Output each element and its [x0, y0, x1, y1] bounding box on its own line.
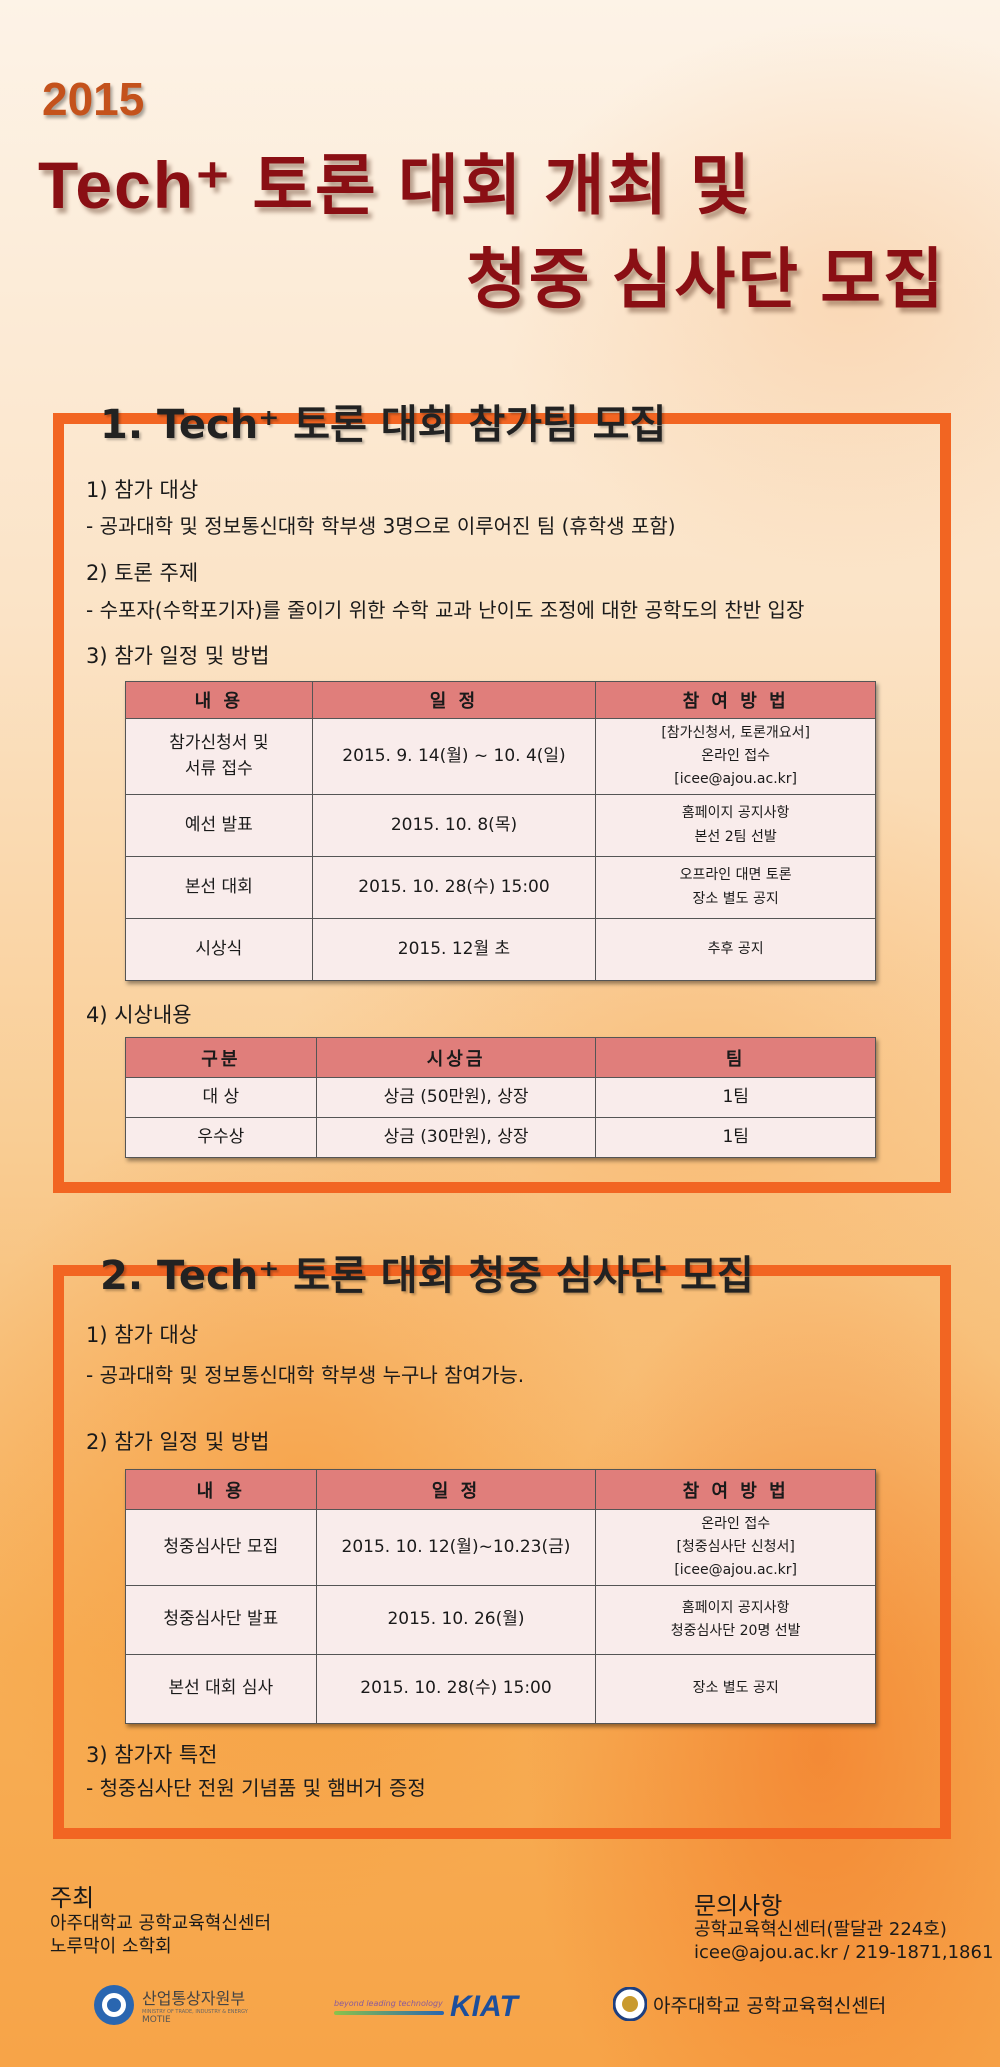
s1-schedule-label: 3) 참가 일정 및 방법 — [86, 644, 270, 668]
table-cell: 온라인 접수 [청중심사단 신청서] [icee@ajou.ac.kr] — [595, 1509, 876, 1586]
s1-target-label: 1) 참가 대상 — [86, 478, 199, 502]
s2-target-text: - 공과대학 및 정보통신대학 학부생 누구나 참여가능. — [86, 1363, 525, 1387]
ajou-seal-icon — [613, 1987, 647, 2021]
contact-line: 공학교육혁신센터(팔달관 224호) — [694, 1919, 947, 1940]
table-cell: 참가신청서 및 서류 접수 — [125, 718, 313, 795]
s2-schedule-label: 2) 참가 일정 및 방법 — [86, 1430, 270, 1454]
table-cell: 대 상 — [125, 1077, 317, 1118]
table-cell: 2015. 9. 14(월) ~ 10. 4(일) — [311, 718, 597, 795]
table-cell: 2015. 10. 8(목) — [311, 794, 597, 857]
section-2-heading: 2. Tech⁺ 토론 대회 청중 심사단 모집 — [88, 1243, 766, 1301]
table-cell: 2015. 10. 26(월) — [315, 1585, 597, 1655]
table-row: 우수상 상금 (30만원), 상장 1팀 — [125, 1117, 876, 1158]
table-cell: 2015. 10. 12(월)~10.23(금) — [315, 1509, 597, 1586]
table-cell: 장소 별도 공지 — [595, 1654, 876, 1724]
column-header: 내 용 — [125, 681, 313, 719]
host-info: 아주대학교 공학교육혁신센터 노루막이 소학회 — [50, 1912, 271, 1959]
table-cell: 청중심사단 발표 — [125, 1585, 317, 1655]
column-header: 참 여 방 법 — [595, 1469, 876, 1510]
s2-benefit-label: 3) 참가자 특전 — [86, 1743, 218, 1767]
table-cell: 추후 공지 — [595, 918, 876, 981]
table-cell: 1팀 — [595, 1117, 876, 1158]
section-1-frame — [53, 413, 951, 1193]
table-row: 시상식 2015. 12월 초 추후 공지 — [125, 918, 876, 981]
column-header: 시상금 — [315, 1037, 597, 1078]
table-row: 본선 대회 2015. 10. 28(수) 15:00 오프라인 대면 토론 장소 … — [125, 856, 876, 919]
table-cell: 오프라인 대면 토론 장소 별도 공지 — [595, 856, 876, 919]
table-cell: 2015. 10. 28(수) 15:00 — [311, 856, 597, 919]
table-cell: 본선 대회 — [125, 856, 313, 919]
s1-topic-text: - 수포자(수학포기자)를 줄이기 위한 수학 교과 난이도 조정에 대한 공학… — [86, 598, 805, 622]
table-cell: 청중심사단 모집 — [125, 1509, 317, 1586]
table-row: 청중심사단 발표 2015. 10. 26(월) 홈페이지 공지사항 청중심사단 2… — [125, 1585, 876, 1655]
s1-award-label: 4) 시상내용 — [86, 1003, 192, 1027]
table-cell: [참가신청서, 토론개요서] 온라인 접수 [icee@ajou.ac.kr] — [595, 718, 876, 795]
column-header: 참 여 방 법 — [595, 681, 876, 719]
motie-emblem-icon — [94, 1985, 134, 2025]
motie-logo: 산업통상자원부 MINISTRY OF TRADE, INDUSTRY & EN… — [92, 1983, 248, 2027]
section-2-frame — [53, 1265, 951, 1839]
table-row: 참가신청서 및 서류 접수 2015. 9. 14(월) ~ 10. 4(일) [참… — [125, 718, 876, 795]
table-row: 예선 발표 2015. 10. 8(목) 홈페이지 공지사항 본선 2팀 선발 — [125, 794, 876, 857]
kiat-tagline: beyond leading technology — [334, 1999, 443, 2008]
section-1-heading-text: 1. Tech⁺ 토론 대회 참가팀 모집 — [100, 402, 667, 448]
table-cell: 본선 대회 심사 — [125, 1654, 317, 1724]
title-line-2: 청중 심사단 모집 — [466, 242, 946, 316]
table-cell: 시상식 — [125, 918, 313, 981]
column-header: 일 정 — [315, 1469, 597, 1510]
table-row: 청중심사단 모집 2015. 10. 12(월)~10.23(금) 온라인 접수 [… — [125, 1509, 876, 1586]
title-line-1: Tech⁺ 토론 대회 개최 및 — [38, 148, 753, 222]
table-cell: 1팀 — [595, 1077, 876, 1118]
motie-sub: MINISTRY OF TRADE, INDUSTRY & ENERGY — [142, 2009, 248, 2015]
contact-label: 문의사항 — [694, 1892, 783, 1920]
host-line: 아주대학교 공학교육혁신센터 — [50, 1913, 272, 1934]
s1-award-table: 구분 시상금 팀 대 상 상금 (50만원), 상장 1팀 우수상 상금 (30만원), 상장… — [125, 1037, 876, 1158]
host-label: 주최 — [50, 1884, 95, 1912]
column-header: 내 용 — [125, 1469, 317, 1510]
s2-benefit-text: - 청중심사단 전원 기념품 및 햄버거 증정 — [86, 1776, 426, 1800]
year: 2015 — [42, 73, 145, 125]
table-row: 본선 대회 심사 2015. 10. 28(수) 15:00 장소 별도 공지 — [125, 1654, 876, 1724]
column-header: 구분 — [125, 1037, 317, 1078]
table-header-row: 구분 시상금 팀 — [125, 1037, 876, 1078]
motie-name: 산업통상자원부 — [142, 1989, 246, 2008]
table-cell: 홈페이지 공지사항 청중심사단 20명 선발 — [595, 1585, 876, 1655]
column-header: 팀 — [595, 1037, 876, 1078]
contact-line: icee@ajou.ac.kr / 219-1871,1861 — [694, 1942, 994, 1964]
host-line: 노루막이 소학회 — [50, 1936, 172, 1958]
kiat-name: KIAT — [450, 1990, 518, 2023]
ajou-logo: 아주대학교 공학교육혁신센터 — [613, 1987, 886, 2021]
s2-target-label: 1) 참가 대상 — [86, 1323, 199, 1347]
table-cell: 상금 (30만원), 상장 — [315, 1117, 597, 1158]
section-1-heading: 1. Tech⁺ 토론 대회 참가팀 모집 — [88, 392, 679, 450]
table-cell: 2015. 10. 28(수) 15:00 — [315, 1654, 597, 1724]
ajou-name: 아주대학교 공학교육혁신센터 — [653, 1994, 887, 2017]
kiat-logo: beyond leading technology KIAT — [334, 1990, 518, 2024]
table-cell: 2015. 12월 초 — [311, 918, 597, 981]
motie-abbr: MOTIE — [142, 2015, 171, 2025]
section-2-heading-text: 2. Tech⁺ 토론 대회 청중 심사단 모집 — [100, 1253, 754, 1299]
table-cell: 홈페이지 공지사항 본선 2팀 선발 — [595, 794, 876, 857]
table-cell: 예선 발표 — [125, 794, 313, 857]
table-cell: 상금 (50만원), 상장 — [315, 1077, 597, 1118]
s1-target-text: - 공과대학 및 정보통신대학 학부생 3명으로 이루어진 팀 (휴학생 포함) — [86, 514, 676, 538]
column-header: 일 정 — [311, 681, 597, 719]
table-cell: 우수상 — [125, 1117, 317, 1158]
s1-topic-label: 2) 토론 주제 — [86, 561, 199, 585]
table-row: 대 상 상금 (50만원), 상장 1팀 — [125, 1077, 876, 1118]
contact-info: 공학교육혁신센터(팔달관 224호) icee@ajou.ac.kr / 219… — [694, 1918, 993, 1965]
